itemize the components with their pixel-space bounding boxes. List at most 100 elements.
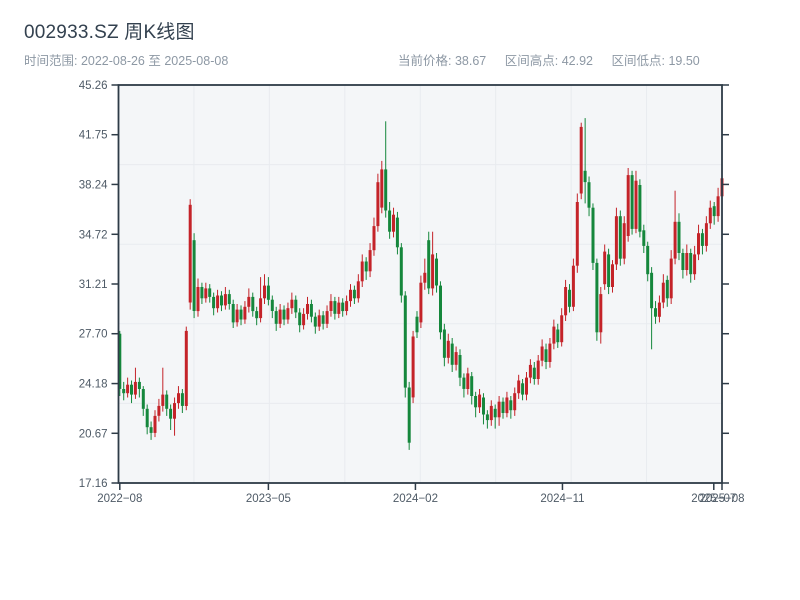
stat-range-high: 区间高点: 42.92 — [505, 54, 593, 68]
candle-body — [446, 340, 450, 358]
stat-range-low: 区间低点: 19.50 — [611, 54, 699, 68]
y-axis-label: 27.70 — [79, 329, 108, 341]
candle-body — [509, 400, 513, 411]
candle-body — [454, 352, 458, 365]
candle-body — [294, 299, 298, 313]
candle-body — [607, 254, 611, 287]
candle-body — [137, 381, 141, 389]
candle-body — [161, 394, 165, 406]
candle-body — [540, 346, 544, 361]
candle-body — [552, 326, 556, 344]
candle-body — [630, 175, 634, 229]
candle-body — [153, 415, 157, 433]
candle-body — [579, 126, 583, 194]
candle-body — [603, 251, 607, 285]
candle-body — [458, 355, 462, 378]
candle-body — [352, 289, 356, 299]
stat-range-high-label: 区间高点: — [504, 54, 559, 68]
candle-body — [665, 279, 669, 299]
candle-body — [216, 295, 220, 309]
candle-body — [544, 349, 548, 362]
candle-body — [212, 296, 216, 309]
x-axis-label: 2024−02 — [393, 493, 438, 505]
candle-body — [184, 330, 188, 406]
candle-body — [689, 253, 693, 275]
candle-body — [489, 405, 493, 421]
candle-body — [681, 253, 685, 270]
candle-body — [133, 381, 137, 395]
y-axis-label: 45.26 — [79, 80, 108, 92]
candle-body — [521, 383, 525, 395]
candle-body — [231, 304, 235, 323]
candle-body — [235, 309, 239, 323]
candle-body — [462, 377, 466, 389]
candle-body — [329, 301, 333, 311]
candle-body — [403, 295, 407, 388]
candle-body — [145, 408, 149, 428]
candle-body — [693, 254, 697, 275]
y-axis-label: 34.72 — [79, 229, 108, 241]
candle-body — [188, 204, 192, 303]
candle-body — [517, 380, 521, 394]
candle-body — [165, 394, 169, 409]
candle-body — [345, 301, 349, 311]
candle-body — [157, 405, 161, 416]
candle-body — [704, 223, 708, 246]
candle-body — [560, 315, 564, 343]
candle-body — [716, 196, 720, 217]
x-axis-label: 2023−05 — [246, 493, 291, 505]
candle-body — [595, 262, 599, 333]
candle-body — [528, 364, 532, 378]
candle-body — [388, 210, 392, 232]
y-axis-label: 31.21 — [79, 279, 108, 291]
candle-body — [220, 295, 223, 306]
candle-body — [415, 316, 419, 333]
candle-body — [423, 272, 427, 283]
candle-body — [380, 169, 384, 208]
candle-body — [650, 272, 654, 309]
candle-body — [169, 408, 173, 419]
candle-body — [493, 408, 497, 418]
candle-body — [200, 287, 204, 299]
candle-body — [278, 309, 282, 324]
candle-body — [614, 216, 618, 265]
candle-body — [571, 265, 575, 307]
candle-body — [591, 207, 595, 263]
candle-body — [239, 309, 243, 320]
candle-body — [337, 302, 341, 314]
candle-body — [313, 316, 317, 327]
stats-row: 当前价格: 38.67 区间高点: 42.92 区间低点: 19.50 — [398, 50, 700, 69]
x-axis-label: 2025−08 — [699, 493, 744, 505]
candle-body — [642, 230, 646, 246]
candle-body — [599, 294, 603, 333]
time-range-label: 时间范围: 2022-08-26 至 2025-08-08 — [24, 54, 229, 68]
candle-body — [302, 313, 306, 326]
candle-body — [306, 304, 309, 314]
candle-body — [478, 394, 482, 408]
candle-body — [685, 253, 689, 270]
candle-body — [485, 414, 489, 421]
candle-body — [622, 223, 626, 259]
y-axis-label: 38.24 — [79, 179, 108, 191]
candle-body — [395, 217, 399, 248]
candle-body — [536, 360, 540, 379]
candle-body — [677, 221, 681, 253]
y-axis-label: 17.16 — [79, 478, 108, 490]
candle-body — [638, 185, 642, 232]
candle-body — [392, 214, 395, 232]
candle-body — [399, 247, 403, 296]
candle-body — [325, 311, 329, 324]
candle-body — [349, 289, 352, 302]
candle-body — [618, 216, 622, 259]
candle-body — [180, 393, 184, 406]
candle-body — [700, 233, 704, 246]
candle-body — [657, 302, 661, 317]
candle-body — [251, 296, 255, 312]
candle-body — [333, 301, 337, 314]
x-axis-label: 2025−07 — [691, 493, 736, 505]
candle-body — [282, 309, 286, 320]
candle-body — [141, 389, 145, 409]
candle-body — [266, 285, 270, 300]
candle-body — [450, 343, 454, 365]
candle-body — [227, 294, 231, 304]
